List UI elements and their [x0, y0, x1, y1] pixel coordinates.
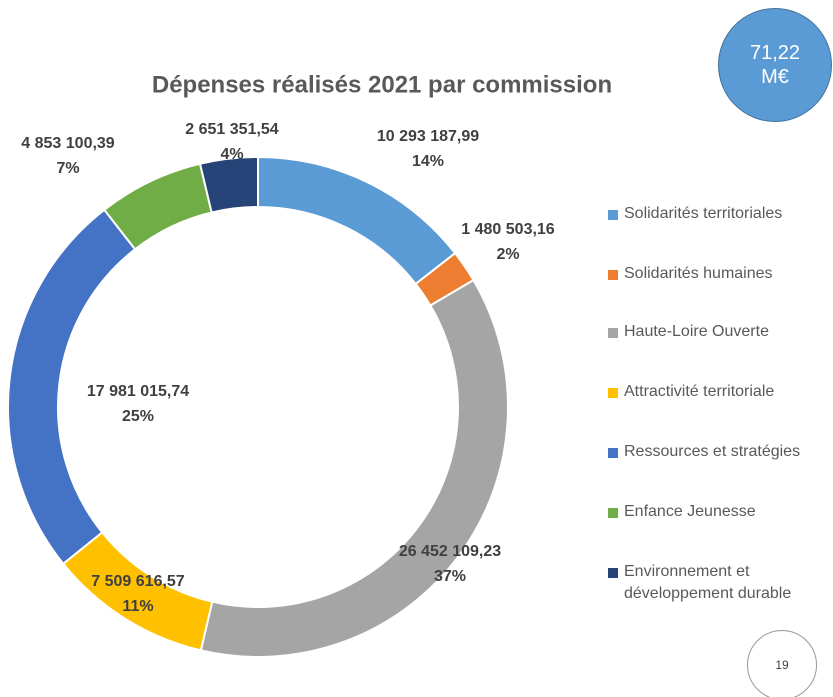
value-label: 4 853 100,39 — [21, 135, 115, 152]
legend-swatch — [608, 448, 618, 458]
legend-swatch — [608, 210, 618, 220]
percent-label: 25% — [122, 408, 154, 425]
percent-label: 11% — [122, 598, 153, 615]
percent-label: 14% — [412, 153, 444, 170]
donut-segment — [61, 530, 214, 652]
value-label: 17 981 015,74 — [87, 383, 189, 400]
legend-swatch — [608, 388, 618, 398]
legend-label: Solidarités territoriales — [624, 205, 783, 222]
legend-item: Attractivité territoriale — [608, 383, 819, 403]
legend-label: Ressources et stratégies — [624, 443, 801, 460]
legend-item: Solidarités territoriales — [608, 205, 819, 225]
legend-swatch — [608, 508, 618, 518]
legend-item: Ressources et stratégies — [608, 443, 819, 463]
value-label: 1 480 503,16 — [461, 221, 555, 238]
legend-label: Haute-Loire Ouverte — [624, 323, 769, 340]
value-label: 7 509 616,57 — [91, 573, 185, 590]
donut-segment — [198, 155, 259, 214]
legend-label: Environnement et développement durable — [624, 563, 792, 602]
percent-label: 2% — [496, 246, 519, 263]
value-label: 10 293 187,99 — [377, 128, 479, 145]
legend-item: Environnement et développement durable — [608, 563, 809, 605]
legend-swatch — [608, 568, 618, 578]
donut-segment — [257, 155, 457, 286]
donut-segment — [199, 278, 509, 658]
percent-label: 7% — [56, 160, 79, 177]
legend-swatch — [608, 328, 618, 338]
value-label: 26 452 109,23 — [399, 543, 501, 560]
legend-label: Solidarités humaines — [624, 265, 773, 282]
legend-label: Attractivité territoriale — [624, 383, 775, 400]
percent-label: 37% — [434, 568, 466, 585]
legend-label: Enfance Jeunesse — [624, 503, 756, 520]
legend-item: Haute-Loire Ouverte — [608, 323, 819, 343]
total-badge: 71,22 M€ — [718, 8, 832, 122]
legend-item: Solidarités humaines — [608, 265, 819, 285]
page-number: 19 — [747, 630, 817, 697]
chart-title: Dépenses réalisés 2021 par commission — [152, 71, 612, 98]
percent-label: 4% — [220, 146, 243, 163]
value-label: 2 651 351,54 — [185, 121, 279, 138]
legend-item: Enfance Jeunesse — [608, 503, 819, 523]
legend-swatch — [608, 270, 618, 280]
